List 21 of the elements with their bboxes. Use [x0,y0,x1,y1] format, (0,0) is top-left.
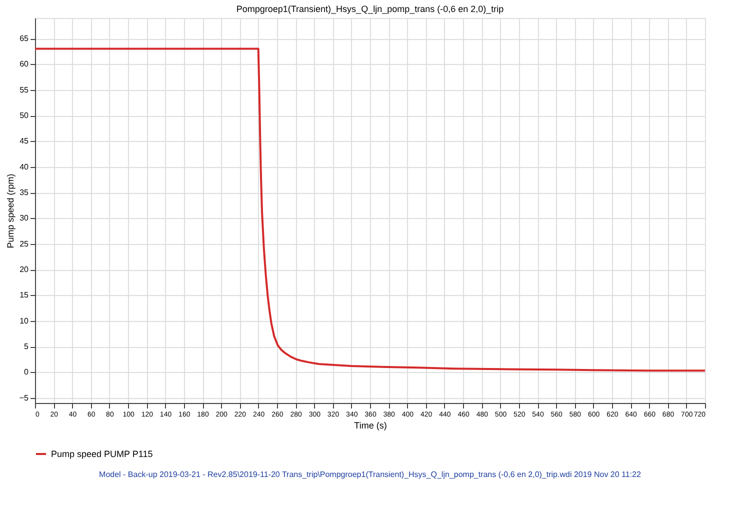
y-tick-label: 55 [20,85,30,94]
y-tick-label: 30 [20,214,30,223]
y-tick-label: −5 [19,393,30,402]
y-tick-label: 10 [20,316,30,326]
y-tick-label: 45 [20,136,30,146]
y-tick-label: 15 [20,290,30,300]
y-axis-title: Pump speed (rpm) [5,174,16,248]
y-tick-label: 65 [20,34,30,44]
y-tick-label: 20 [20,265,30,274]
legend-label: Pump speed PUMP P115 [51,449,153,459]
text: Model - Back-up 2019-03-21 - Rev2.85\2019-11-20 Trans_trip\Pompgroep1(Transient)_Hsys_Q_ljn_pomp_trans (-0,6 en 2,0)_trip.wdi 2019 Nov 20 11:22 [99,470,642,479]
x-axis-title: Time (s) [354,420,387,430]
y-tick-label: 50 [20,111,30,120]
chart-title: Pompgroep1(Transient)_Hsys_Q_ljn_pomp_trans (-0,6 en 2,0)_trip [236,4,504,14]
line-series [34,48,706,372]
y-tick-label: 0 [24,368,30,377]
y-tick-label: 40 [20,162,30,172]
y-tick-label: 25 [20,239,30,248]
y-tick-label: 5 [24,342,30,352]
y-tick-label: 35 [20,188,30,198]
y-tick-label: 60 [20,60,30,69]
